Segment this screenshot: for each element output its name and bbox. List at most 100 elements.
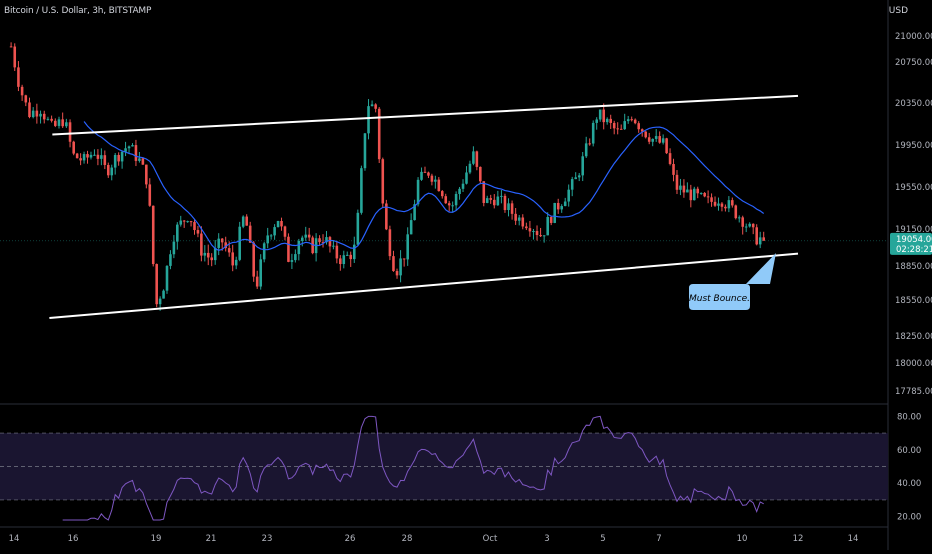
price-tick-label: 21000.00 — [895, 32, 932, 42]
candle-body — [437, 179, 441, 192]
rsi-tick-label: 60.00 — [897, 446, 921, 456]
candle-body — [430, 175, 434, 182]
candle-body — [549, 217, 553, 223]
candle-body — [259, 259, 262, 287]
candle-body — [482, 181, 486, 203]
candle-body — [539, 235, 542, 237]
candle-body — [577, 175, 581, 178]
candle-body — [755, 227, 758, 245]
candle-body — [461, 183, 465, 189]
upper-trendline — [52, 94, 799, 136]
candle-body — [423, 171, 427, 173]
candle-body — [388, 229, 392, 257]
candle-body — [479, 166, 482, 182]
lower-trendline — [49, 252, 799, 319]
candle-body — [287, 236, 290, 262]
candle-body — [485, 198, 489, 203]
candle-body — [203, 252, 207, 256]
candle-body — [668, 153, 672, 164]
price-tick-label: 20350.00 — [895, 99, 932, 109]
candle-body — [532, 231, 535, 233]
price-tick-label: 19150.00 — [895, 225, 932, 235]
candle-body — [465, 172, 468, 184]
candle-body — [321, 242, 325, 244]
candle-body — [54, 120, 57, 126]
candle-body — [20, 86, 24, 96]
candle-body — [234, 259, 238, 266]
time-tick-label: 26 — [345, 534, 356, 544]
candle-body — [86, 154, 89, 158]
candle-body — [24, 95, 28, 103]
candle-body — [210, 257, 213, 261]
candle-body — [665, 138, 668, 154]
candle-body — [744, 226, 748, 228]
symbol-title: Bitcoin / U.S. Dollar, 3h, BITSTAMP — [4, 6, 152, 16]
candle-body — [713, 201, 717, 206]
candle-body — [169, 254, 172, 266]
price-tick-label: 18550.00 — [895, 296, 932, 306]
candle-body — [9, 46, 13, 48]
price-tick-label: 20750.00 — [895, 58, 932, 68]
candle-body — [255, 276, 259, 287]
candle-body — [546, 217, 549, 236]
time-tick-label: 10 — [737, 534, 748, 544]
rsi-tick-label: 20.00 — [897, 513, 921, 523]
candle-body — [434, 179, 437, 182]
candle-body — [458, 188, 461, 194]
candle-body — [563, 201, 567, 207]
annotation-callout — [689, 253, 776, 310]
candle-body — [196, 230, 200, 234]
candle-body — [290, 260, 294, 262]
candle-body — [696, 188, 700, 194]
candle-body — [186, 221, 189, 223]
candle-body — [145, 164, 148, 185]
time-tick-label: 7 — [656, 534, 661, 544]
countdown-label: 02:28:21 — [896, 245, 932, 255]
candle-body — [328, 237, 332, 247]
candle-body — [276, 220, 280, 228]
candle-body — [273, 227, 276, 236]
current-price-label: 19054.00 — [896, 235, 932, 245]
candle-body — [79, 158, 82, 161]
candle-body — [420, 171, 423, 180]
candle-body — [598, 109, 602, 120]
candle-body — [602, 109, 605, 123]
candle-body — [28, 102, 31, 118]
candle-body — [352, 244, 356, 260]
candle-body — [72, 141, 75, 154]
candle-body — [630, 119, 633, 121]
candle-body — [179, 220, 183, 225]
candle-body — [155, 264, 158, 305]
candle-body — [193, 222, 196, 231]
candle-body — [675, 174, 679, 190]
currency-label: USD — [888, 6, 908, 16]
candle-body — [640, 129, 644, 132]
candle-body — [245, 216, 248, 226]
candle-body — [500, 195, 503, 197]
candle-body — [113, 154, 117, 168]
candle-body — [472, 151, 475, 164]
candle-body — [584, 143, 588, 157]
candle-body — [741, 217, 744, 227]
candle-body — [553, 202, 556, 223]
candle-body — [682, 185, 686, 193]
candle-body — [96, 154, 100, 159]
candle-body — [413, 204, 416, 221]
candle-body — [200, 233, 203, 256]
candle-body — [283, 226, 287, 237]
candle-body — [496, 196, 500, 206]
candle-body — [556, 202, 560, 210]
candle-body — [440, 191, 444, 197]
time-tick-label: 28 — [402, 534, 413, 544]
candle-body — [374, 104, 377, 109]
candle-body — [345, 254, 349, 256]
candle-body — [162, 290, 165, 299]
candle-body — [356, 212, 360, 245]
candle-body — [165, 265, 169, 291]
candle-body — [120, 151, 124, 162]
candle-body — [269, 235, 273, 237]
candle-body — [381, 159, 385, 204]
candle-body — [720, 203, 724, 207]
